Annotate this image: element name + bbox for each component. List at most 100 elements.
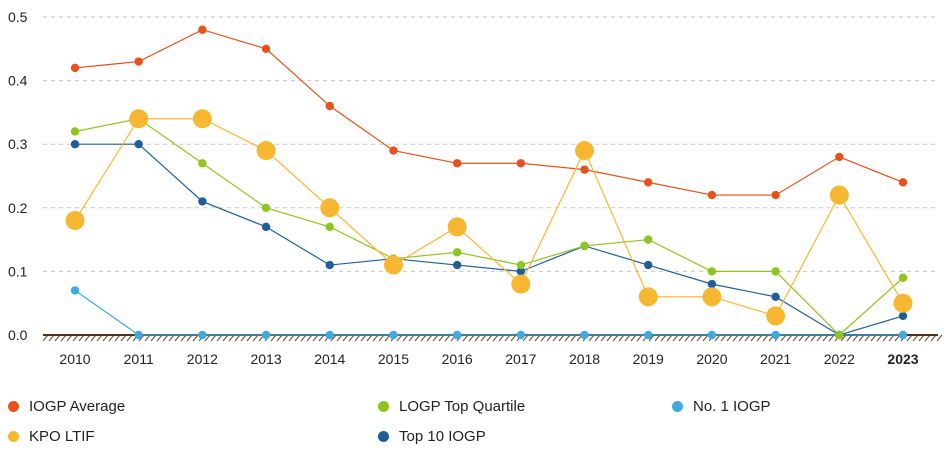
data-point <box>898 330 908 340</box>
legend-item-kpo-ltif: KPO LTIF <box>8 428 95 445</box>
line-chart-plot: 0.0 0.1 0.2 0.3 0.4 0.5 2010 2011 2012 2013 2014 20… <box>8 9 943 367</box>
data-point <box>134 57 143 66</box>
legend-item-iogp-average: IOGP Average <box>8 398 125 415</box>
data-point <box>516 267 526 276</box>
series-line <box>74 289 903 336</box>
data-point <box>766 306 786 326</box>
data-point <box>70 127 80 136</box>
x-tick-label: 2013 <box>250 351 281 367</box>
x-tick-label: 2015 <box>378 351 409 367</box>
data-point <box>261 222 271 232</box>
data-point <box>707 190 717 200</box>
y-tick-label: 0.5 <box>8 9 28 25</box>
data-point <box>644 178 653 187</box>
data-point <box>452 248 462 257</box>
data-point <box>447 217 467 237</box>
data-point <box>516 260 526 270</box>
legend-label: No. 1 IOGP <box>693 398 771 415</box>
legend-marker <box>672 401 683 412</box>
data-point <box>261 44 271 53</box>
data-point <box>707 330 717 340</box>
legend-label: LOGP Top Quartile <box>399 398 526 415</box>
y-tick-label: 0.0 <box>8 327 28 343</box>
x-tick-label: 2021 <box>760 351 791 367</box>
data-point <box>198 159 207 168</box>
series-line <box>74 29 904 196</box>
legend-label: Top 10 IOGP <box>399 428 486 445</box>
data-point <box>898 178 908 187</box>
data-point <box>644 235 653 244</box>
legend-marker <box>378 401 389 412</box>
data-point <box>383 255 403 275</box>
data-point <box>325 101 334 111</box>
y-tick-label: 0.2 <box>8 200 28 216</box>
series-line <box>75 143 904 336</box>
legend-marker <box>8 431 19 442</box>
data-point <box>192 109 212 129</box>
data-point <box>707 267 717 276</box>
x-tick-label: 2010 <box>59 351 90 367</box>
data-point <box>325 330 334 340</box>
x-tick-label: 2018 <box>569 351 600 367</box>
data-point <box>129 109 149 129</box>
chart-legend: IOGP Average LOGP Top Quartile No. 1 IOG… <box>0 392 947 452</box>
data-point <box>389 146 398 155</box>
x-tick-label: 2023 <box>887 351 918 367</box>
data-point <box>134 330 143 340</box>
data-point <box>898 273 908 282</box>
x-tick-label: 2011 <box>124 351 154 367</box>
data-point <box>644 260 653 270</box>
data-point <box>580 330 589 340</box>
data-point <box>638 287 658 307</box>
legend-label: KPO LTIF <box>29 428 95 445</box>
data-point <box>70 286 80 295</box>
data-point <box>771 292 780 302</box>
data-point <box>516 330 526 340</box>
data-point <box>452 159 462 168</box>
y-tick-label: 0.4 <box>8 73 28 89</box>
data-point <box>452 330 462 340</box>
y-tick-label: 0.1 <box>8 263 28 279</box>
data-point <box>452 260 462 270</box>
data-point <box>261 330 271 340</box>
legend-label: IOGP Average <box>29 398 126 415</box>
x-tick-label: 2016 <box>442 351 473 367</box>
series-line <box>74 118 904 336</box>
data-point <box>580 165 589 174</box>
x-tick-label: 2020 <box>696 351 727 367</box>
data-point <box>771 267 780 276</box>
data-point <box>198 330 207 340</box>
legend-marker <box>378 431 389 442</box>
data-point <box>771 330 780 340</box>
data-point <box>516 159 526 168</box>
legend-item-no1-iogp: No. 1 IOGP <box>672 398 771 415</box>
y-tick-label: 0.3 <box>8 136 28 152</box>
data-point <box>575 141 595 161</box>
data-point <box>70 140 80 149</box>
data-point <box>511 274 531 294</box>
x-tick-label: 2019 <box>633 351 664 367</box>
data-point <box>134 140 143 149</box>
data-point <box>320 198 340 218</box>
data-point <box>261 203 271 212</box>
data-point <box>771 190 780 200</box>
data-point <box>65 211 85 231</box>
x-tick-label: 2014 <box>314 351 345 367</box>
series-line <box>74 118 904 317</box>
data-point <box>325 222 334 232</box>
data-point <box>256 141 276 161</box>
legend-item-top10-iogp: Top 10 IOGP <box>378 428 486 445</box>
x-tick-label: 2017 <box>505 351 536 367</box>
data-point <box>835 330 844 340</box>
data-point <box>198 25 207 34</box>
data-point <box>702 287 722 307</box>
legend-item-logp-top-quartile: LOGP Top Quartile <box>378 398 525 415</box>
data-point <box>893 293 913 313</box>
data-point <box>325 260 334 270</box>
data-point <box>829 185 849 205</box>
data-point <box>198 197 207 206</box>
data-point <box>835 152 844 162</box>
legend-marker <box>8 401 19 412</box>
data-point <box>707 279 717 289</box>
